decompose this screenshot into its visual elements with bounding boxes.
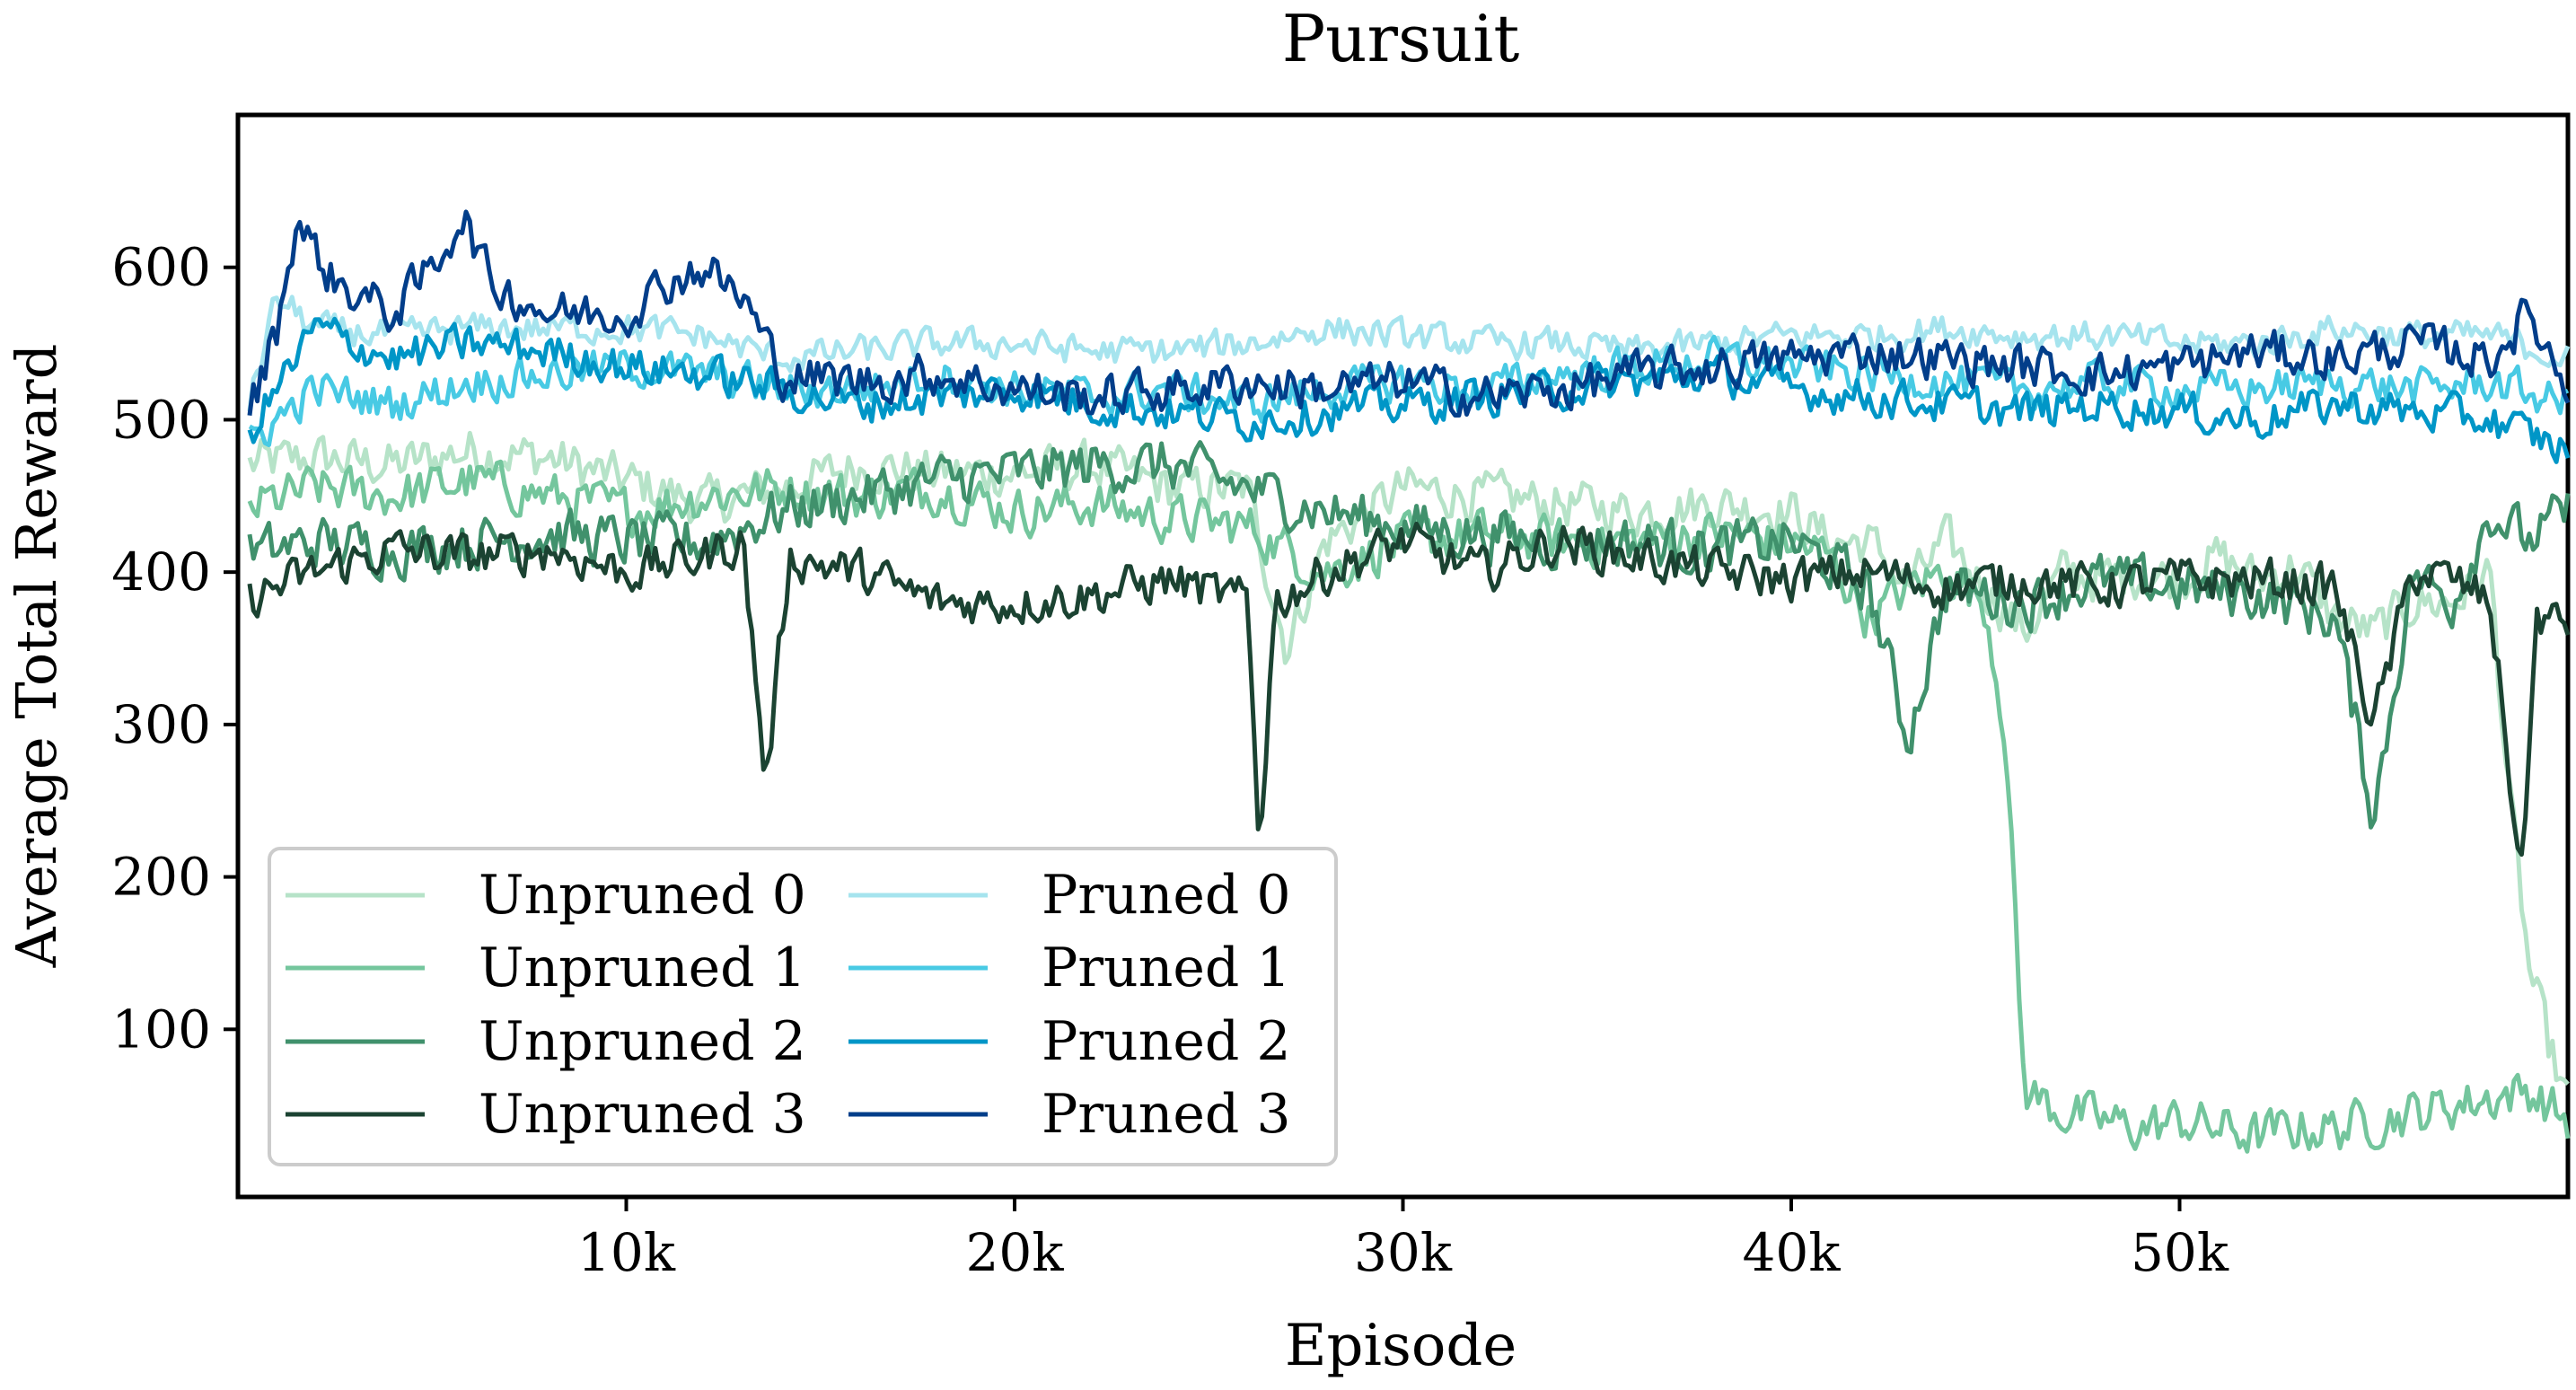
series-line-pruned-2 (247, 316, 2571, 464)
legend-box (268, 847, 1338, 1166)
x-tick-label: 10k (577, 1222, 676, 1283)
y-tick-label: 400 (111, 541, 211, 603)
y-tick-label: 500 (111, 389, 211, 450)
x-tick-label: 20k (966, 1222, 1065, 1283)
x-tick-label: 50k (2131, 1222, 2229, 1283)
legend-label: Unpruned 3 (479, 1083, 806, 1146)
x-tick-label: 30k (1354, 1222, 1453, 1283)
series-line-pruned-0 (247, 295, 2571, 412)
x-axis-label: Episode (1285, 1313, 1517, 1379)
legend: Unpruned 0 Unpruned 1 Unpruned 2 Unpruned 3… (268, 847, 1338, 1166)
series-line-unpruned-1 (247, 459, 2571, 1154)
legend-label: Pruned 1 (1042, 937, 1291, 999)
y-tick-label: 100 (111, 999, 211, 1060)
legend-label: Unpruned 2 (479, 1010, 806, 1073)
legend-label: Pruned 3 (1042, 1083, 1291, 1146)
y-tick-label: 300 (111, 694, 211, 755)
series-line-unpruned-2 (247, 440, 2571, 830)
y-axis-label: Average Total Reward (4, 344, 69, 969)
ticks-layer: 10k 20k 30k 40k 50k 100 200 300 400 500 600 (111, 237, 2229, 1283)
legend-label: Pruned 0 (1042, 864, 1291, 927)
legend-label: Pruned 2 (1042, 1010, 1291, 1073)
legend-label: Unpruned 0 (479, 864, 806, 927)
y-tick-label: 600 (111, 237, 211, 298)
series-line-pruned-3 (247, 209, 2571, 418)
y-tick-label: 200 (111, 847, 211, 908)
series-line-unpruned-3 (247, 521, 2571, 858)
x-tick-label: 40k (1743, 1222, 1842, 1283)
chart-title: Pursuit (1282, 1, 1520, 76)
series-layer (247, 209, 2571, 1154)
legend-label: Unpruned 1 (479, 937, 806, 999)
